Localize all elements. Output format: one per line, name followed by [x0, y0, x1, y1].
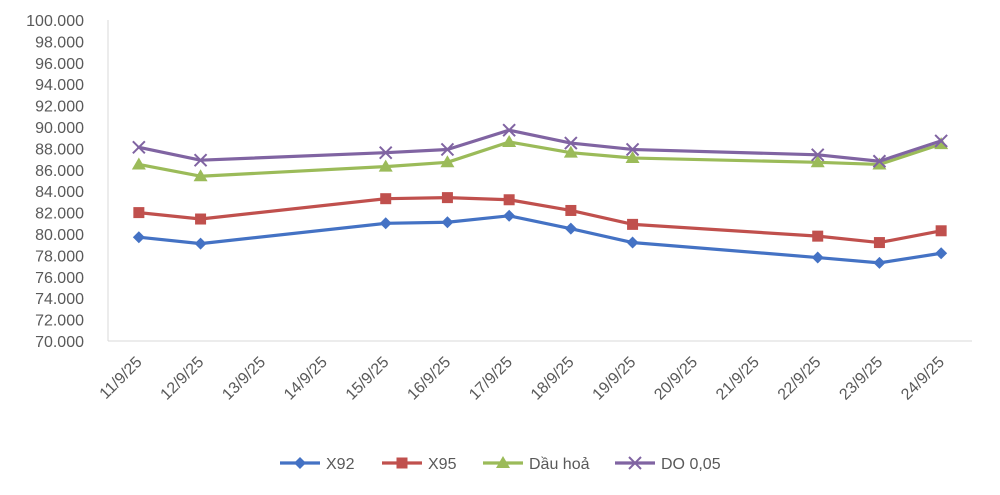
data-point — [935, 225, 947, 237]
y-tick-label: 74.000 — [35, 291, 84, 308]
y-tick-label: 76.000 — [35, 270, 84, 287]
series-4 — [132, 123, 948, 168]
y-tick-label: 100.000 — [26, 13, 84, 30]
y-tick-label: 98.000 — [35, 34, 84, 51]
series-1 — [132, 209, 948, 269]
legend-swatch-marker — [294, 457, 306, 469]
y-tick-label: 70.000 — [35, 334, 84, 351]
data-point — [934, 134, 948, 148]
axes — [107, 20, 972, 342]
legend-swatch-marker — [496, 456, 510, 468]
legend-label: DO 0,05 — [661, 456, 721, 473]
legend-item: DO 0,05 — [615, 456, 721, 473]
series-line — [137, 196, 943, 245]
x-tick-label: 24/9/25 — [898, 354, 948, 404]
x-tick-label: 16/9/25 — [404, 354, 454, 404]
legend-item: X95 — [382, 456, 457, 473]
y-tick-label: 94.000 — [35, 77, 84, 94]
y-tick-label: 78.000 — [35, 248, 84, 265]
data-point — [935, 247, 948, 260]
x-tick-label: 19/9/25 — [590, 354, 640, 404]
x-tick-label: 21/9/25 — [713, 354, 763, 404]
data-point — [873, 237, 885, 249]
data-point — [133, 207, 145, 219]
data-point — [812, 230, 824, 242]
data-point — [194, 237, 207, 250]
data-point — [811, 148, 825, 162]
y-tick-label: 86.000 — [35, 163, 84, 180]
legend-item: Dầu hoả — [483, 456, 590, 473]
legend: X92 X95 Dầu hoả DO 0,05 — [280, 456, 721, 473]
x-tick-label: 13/9/25 — [219, 354, 269, 404]
data-point — [502, 123, 516, 137]
data-point — [440, 142, 455, 157]
series-2 — [133, 192, 947, 249]
data-point — [810, 155, 825, 168]
series-line — [137, 128, 943, 163]
legend-item: X92 — [280, 456, 355, 473]
data-point — [131, 157, 146, 170]
data-point — [379, 145, 393, 160]
data-point — [378, 159, 393, 172]
y-tick-label: 72.000 — [35, 313, 84, 330]
series-line — [137, 214, 943, 265]
data-point — [132, 231, 145, 244]
data-point — [502, 134, 517, 147]
legend-label: X92 — [326, 456, 355, 473]
y-tick-label: 92.000 — [35, 99, 84, 116]
y-tick-label: 82.000 — [35, 206, 84, 223]
data-point — [503, 194, 515, 206]
data-point — [441, 216, 454, 229]
x-axis-tick-labels: 11/9/25 12/9/25 13/9/25 14/9/25 15/9/25 16/9/… — [97, 354, 948, 404]
series-3 — [131, 134, 949, 182]
x-tick-label: 22/9/25 — [775, 354, 825, 404]
x-tick-label: 23/9/25 — [836, 354, 886, 404]
data-point — [195, 213, 207, 225]
y-tick-label: 84.000 — [35, 184, 84, 201]
data-point — [626, 236, 639, 249]
data-point — [193, 153, 208, 167]
x-tick-label: 14/9/25 — [281, 354, 331, 404]
data-point — [872, 157, 887, 170]
data-point — [564, 222, 577, 235]
data-point — [811, 251, 824, 264]
data-point — [564, 136, 578, 150]
legend-label: X95 — [428, 456, 457, 473]
data-point — [193, 169, 208, 182]
data-point — [503, 209, 516, 222]
x-tick-label: 15/9/25 — [343, 354, 393, 404]
y-tick-label: 80.000 — [35, 227, 84, 244]
legend-label: Dầu hoả — [529, 456, 590, 473]
data-point — [872, 154, 887, 168]
data-point — [625, 151, 640, 164]
x-tick-label: 11/9/25 — [97, 354, 146, 403]
y-tick-label: 96.000 — [35, 56, 84, 73]
data-point — [565, 204, 577, 216]
x-tick-label: 18/9/25 — [528, 354, 578, 404]
data-point — [563, 145, 578, 158]
data-point — [379, 217, 392, 230]
y-tick-label: 88.000 — [35, 141, 84, 158]
legend-swatch-marker — [396, 457, 408, 469]
data-point — [627, 218, 639, 230]
series-line — [137, 140, 943, 178]
y-tick-label: 90.000 — [35, 120, 84, 137]
data-point — [625, 142, 640, 157]
series-group — [131, 123, 949, 269]
x-tick-label: 20/9/25 — [651, 354, 701, 404]
y-axis-tick-labels: 70.000 72.000 74.000 76.000 78.000 80.000 82.0… — [26, 13, 84, 351]
x-tick-label: 12/9/25 — [158, 354, 208, 404]
legend-swatch-marker — [628, 456, 642, 470]
data-point — [440, 155, 455, 168]
data-point — [873, 256, 886, 269]
data-point — [934, 137, 949, 150]
x-tick-label: 17/9/25 — [466, 354, 516, 404]
data-point — [441, 192, 453, 204]
data-point — [380, 193, 392, 205]
data-point — [132, 140, 146, 155]
